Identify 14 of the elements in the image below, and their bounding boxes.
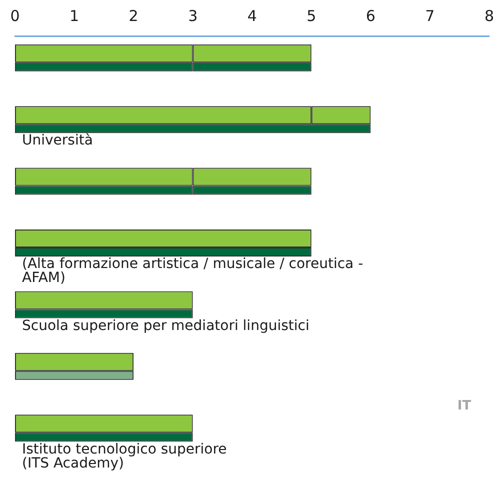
y-tick-label: (Alta formazione artistica / musicale / coreutica - AFAM) (22, 256, 364, 286)
y-tick-label: Università (22, 132, 93, 149)
x-tick-label: 7 (425, 6, 435, 25)
x-tick-label: 1 (70, 6, 80, 25)
x-tick-label: 8 (484, 6, 494, 25)
x-tick-label: 2 (128, 6, 138, 25)
y-tick-label: Scuola superiore per mediatori linguistici (22, 318, 310, 334)
y-tick-label: Istituto tecnologico superiore (ITS Academy) (22, 441, 227, 472)
x-tick-label: 4 (247, 6, 257, 25)
annotation: IT (457, 398, 472, 414)
x-tick-label: 0 (10, 6, 20, 25)
x-tick-label: 6 (366, 6, 376, 25)
x-tick-label: 3 (188, 6, 198, 25)
x-tick-label: 5 (306, 6, 316, 25)
